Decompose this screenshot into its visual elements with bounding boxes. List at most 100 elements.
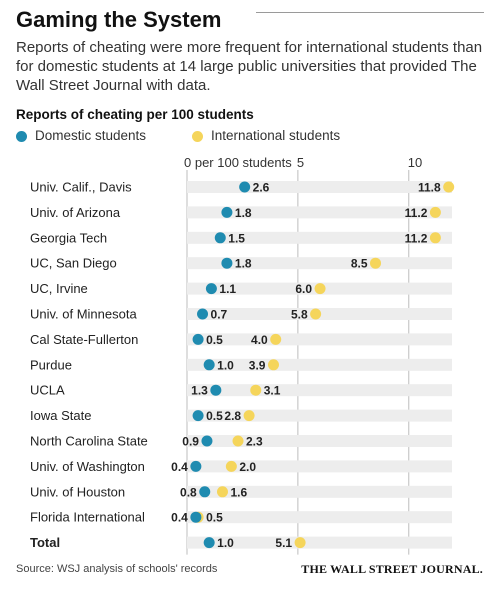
row-bar [187,485,452,498]
legend-label-domestic: Domestic students [35,128,147,143]
dot-international [314,283,326,295]
category-label: Univ. of Minnesota [30,307,137,322]
dot-international [243,410,255,422]
header-rule [256,12,484,13]
data-label-domestic: 0.7 [211,308,228,322]
data-label-international: 5.8 [291,308,308,322]
dot-international [250,384,262,396]
chart-row: UC, San Diego 1.8 8.5 [30,256,452,271]
row-bar [187,358,452,371]
data-label-international: 2.3 [246,435,263,449]
category-label: Cal State-Fullerton [30,332,138,347]
data-label-international: 5.1 [275,536,292,550]
dot-international [429,206,441,218]
row-bar [187,536,452,549]
data-label-domestic: 1.0 [217,536,234,550]
data-label-international: 11.2 [405,206,428,220]
category-label: Iowa State [30,408,91,423]
data-label-domestic: 0.9 [182,435,199,449]
chart-row: Georgia Tech 1.5 11.2 [30,230,452,245]
dot-international [310,308,322,320]
data-label-international: 2.0 [239,460,256,474]
category-label: Total [30,535,60,550]
data-label-international: 8.5 [351,257,368,271]
source-note: Source: WSJ analysis of schools' records [16,563,218,575]
page-subtitle: Reports of cheating were more frequent f… [16,39,483,94]
row-bar [187,435,452,447]
category-label: UC, Irvine [30,281,88,296]
dot-domestic [221,206,233,218]
dot-domestic [201,435,213,447]
category-label: Univ. of Houston [30,484,125,499]
data-label-international: 0.5 [206,511,223,525]
row-bar [187,231,452,244]
dot-domestic [239,181,251,193]
dot-domestic [199,486,211,498]
chart-row: North Carolina State 0.9 2.3 [30,434,452,449]
row-bar [187,206,452,219]
category-label: Univ. of Arizona [30,205,121,220]
legend-dot-international-icon [192,131,203,142]
dot-domestic [210,384,222,396]
page-title: Gaming the System [16,7,222,32]
chart-row: Univ. of Minnesota 0.7 5.8 [30,307,452,322]
data-label-domestic: 0.4 [171,460,188,474]
dot-domestic [214,232,226,244]
data-label-domestic: 1.1 [219,282,236,296]
chart-row: Total 1.0 5.1 [30,535,452,550]
chart-row: Florida International 0.4 0.5 [30,510,452,525]
tick-label-0: 0 per 100 students [184,155,292,170]
dot-domestic [205,283,217,295]
tick-label-5: 5 [297,155,304,170]
category-label: UC, San Diego [30,256,117,271]
data-label-international: 6.0 [295,282,312,296]
dot-domestic [190,511,202,523]
dot-domestic [192,410,204,422]
category-label: Univ. Calif., Davis [30,180,132,195]
data-label-domestic: 1.8 [235,257,252,271]
chart-row: UC, Irvine 1.1 6.0 [30,281,452,296]
data-label-domestic: 0.5 [206,333,223,347]
data-label-domestic: 1.5 [228,231,245,245]
data-label-international: 11.2 [405,231,428,245]
dot-domestic [221,257,233,269]
category-label: Purdue [30,357,72,372]
data-label-international: 3.9 [249,358,266,372]
chart-row: Univ. of Houston 0.8 1.6 [30,484,452,499]
category-label: Florida International [30,510,145,525]
category-label: Univ. of Washington [30,459,145,474]
legend-dot-domestic-icon [16,131,27,142]
dot-international [270,333,282,345]
dot-international [232,435,244,447]
row-bar [187,460,452,473]
chart-row: Univ. of Arizona 1.8 11.2 [30,205,452,220]
row-bar [187,257,452,270]
data-label-international: 11.8 [418,181,441,195]
chart-row: Purdue 1.0 3.9 [30,357,452,372]
dot-domestic [203,537,215,549]
dot-domestic [192,333,204,345]
data-label-domestic: 1.3 [191,384,208,398]
data-label-international: 1.6 [230,485,247,499]
dot-chart: 0 per 100 students 5 10 Univ. Calif., Davis… [30,155,455,555]
chart-title: Reports of cheating per 100 students [16,107,254,122]
data-label-domestic: 1.0 [217,358,234,372]
chart-row: UCLA 1.3 3.1 [30,383,452,398]
dot-international [294,537,306,549]
dot-international [429,232,441,244]
row-bar [187,333,452,346]
legend-label-international: International students [211,128,341,143]
data-label-domestic: 0.4 [171,511,188,525]
dot-domestic [203,359,215,371]
row-bar [187,511,452,524]
category-label: North Carolina State [30,434,148,449]
data-label-international: 2.8 [224,409,241,423]
data-label-domestic: 1.8 [235,206,252,220]
data-label-international: 3.1 [264,384,281,398]
chart-row: Iowa State 0.5 2.8 [30,408,452,423]
data-label-international: 4.0 [251,333,268,347]
row-bar [187,181,452,193]
publisher-brand: THE WALL STREET JOURNAL. [301,562,483,576]
category-label: UCLA [30,383,65,398]
data-label-domestic: 0.5 [206,409,223,423]
